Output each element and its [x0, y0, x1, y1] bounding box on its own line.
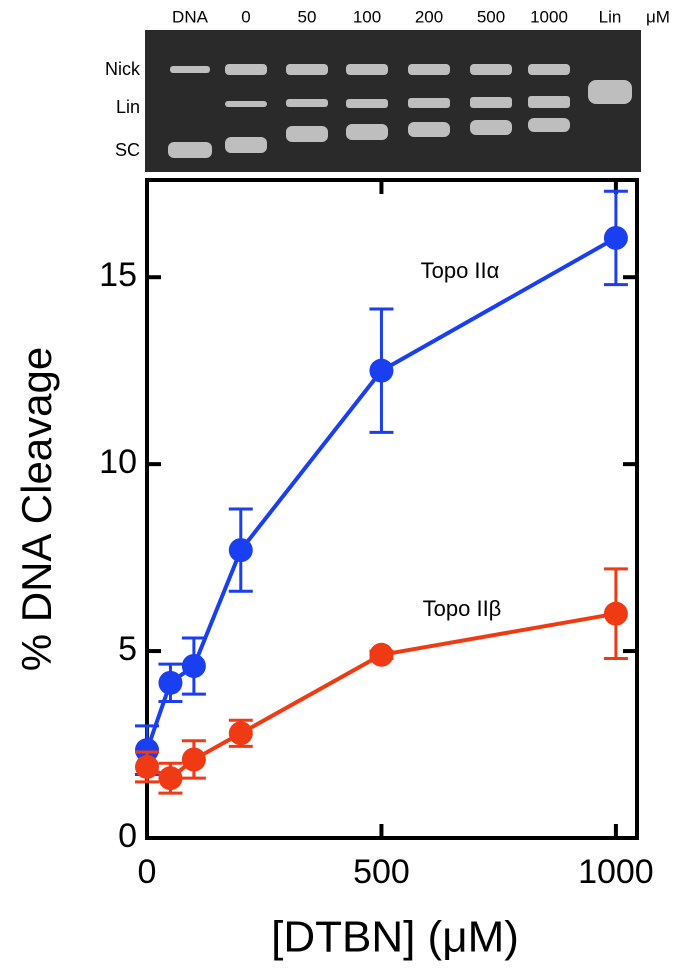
lane-label: 1000 — [530, 7, 568, 26]
lane-label: 100 — [353, 7, 381, 26]
data-point — [182, 747, 206, 771]
lane-label: 500 — [477, 7, 505, 26]
data-point — [182, 654, 206, 678]
series-label: Topo IIβ — [423, 596, 502, 621]
series — [135, 569, 628, 793]
x-tick-label: 500 — [353, 853, 410, 891]
lane-label: Lin — [599, 7, 622, 26]
band-label: Nick — [105, 59, 141, 79]
gel-image — [145, 30, 641, 172]
data-point — [604, 602, 628, 626]
y-axis-title: % DNA Cleavage — [13, 347, 60, 672]
x-axis-title: [DTBN] (μM) — [271, 913, 519, 962]
plot-frame — [147, 180, 637, 838]
band-label: Lin — [116, 97, 140, 117]
y-tick-label: 5 — [118, 630, 137, 668]
y-tick-label: 10 — [99, 443, 137, 481]
data-point — [369, 643, 393, 667]
lane-label: μM — [646, 7, 670, 26]
data-point — [229, 721, 253, 745]
data-point — [158, 766, 182, 790]
lane-label: DNA — [172, 7, 209, 26]
series-line — [147, 614, 616, 779]
y-tick-label: 0 — [118, 817, 137, 855]
x-tick-label: 0 — [138, 853, 157, 891]
data-point — [135, 755, 159, 779]
y-tick-label: 15 — [99, 256, 137, 294]
data-point — [229, 538, 253, 562]
data-point — [369, 359, 393, 383]
data-point — [158, 671, 182, 695]
lane-label: 50 — [298, 7, 317, 26]
band-label: SC — [115, 140, 140, 160]
series — [135, 191, 628, 774]
x-tick-label: 1000 — [578, 853, 654, 891]
lane-label: 0 — [241, 7, 250, 26]
figure: [DTBN] (μM) % DNA Cleavage DNA0501002005… — [0, 0, 676, 969]
lane-label: 200 — [415, 7, 443, 26]
data-point — [604, 226, 628, 250]
series-label: Topo IIα — [421, 258, 500, 283]
